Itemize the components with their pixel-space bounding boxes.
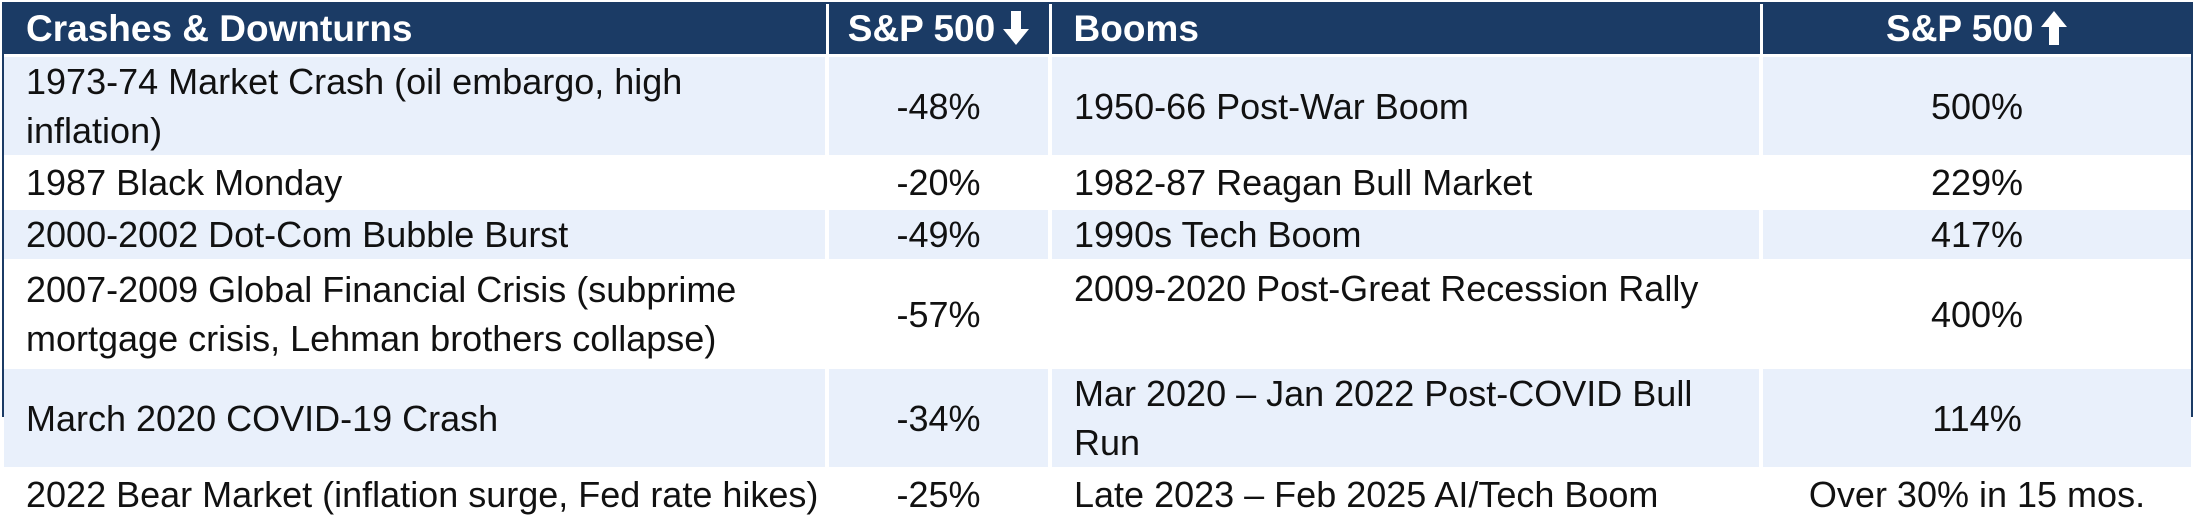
crash-event: 1973-74 Market Crash (oil embargo, high …: [4, 55, 829, 158]
crash-event: 2022 Bear Market (inflation surge, Fed r…: [4, 468, 829, 522]
boom-event: 2009-2020 Post-Great Recession Rally: [1050, 260, 1763, 369]
header-booms: Booms: [1050, 4, 1763, 57]
comparison-table-frame: Crashes & Downturns S&P 500 Booms S&P 50…: [2, 2, 2193, 522]
table-row: 1987 Black Monday -20% 1982-87 Reagan Bu…: [4, 156, 2191, 210]
boom-event: 1990s Tech Boom: [1050, 208, 1763, 262]
boom-change: Over 30% in 15 mos.: [1761, 468, 2191, 522]
arrow-down-icon: [1003, 11, 1030, 45]
crash-change: -25%: [827, 468, 1052, 522]
crash-change: -20%: [827, 156, 1052, 210]
crash-event: 2000-2002 Dot-Com Bubble Burst: [4, 208, 829, 262]
header-sp500-label-2: S&P 500: [1886, 8, 2034, 49]
table-row: March 2020 COVID-19 Crash -34% Mar 2020 …: [4, 367, 2191, 470]
header-sp500-gain: S&P 500: [1761, 4, 2191, 57]
table-row: 2000-2002 Dot-Com Bubble Burst -49% 1990…: [4, 208, 2191, 262]
table-header-row: Crashes & Downturns S&P 500 Booms S&P 50…: [4, 4, 2191, 57]
header-crashes-label: Crashes & Downturns: [26, 8, 413, 49]
header-crashes-downturns: Crashes & Downturns: [4, 4, 829, 57]
boom-event: Mar 2020 – Jan 2022 Post-COVID Bull Run: [1050, 367, 1763, 470]
boom-change: 229%: [1761, 156, 2191, 210]
header-booms-label: Booms: [1073, 8, 1199, 49]
crash-event: 2007-2009 Global Financial Crisis (subpr…: [4, 260, 829, 369]
table-row: 2007-2009 Global Financial Crisis (subpr…: [4, 260, 2191, 369]
crash-change: -48%: [827, 55, 1052, 158]
table-row: 1973-74 Market Crash (oil embargo, high …: [4, 55, 2191, 158]
table-row: 2022 Bear Market (inflation surge, Fed r…: [4, 468, 2191, 522]
crashes-booms-table: Crashes & Downturns S&P 500 Booms S&P 50…: [4, 4, 2191, 522]
boom-change: 500%: [1761, 55, 2191, 158]
boom-event: Late 2023 – Feb 2025 AI/Tech Boom: [1050, 468, 1763, 522]
header-sp500-label-1: S&P 500: [847, 8, 996, 49]
crash-change: -57%: [827, 260, 1052, 369]
boom-change: 417%: [1761, 208, 2191, 262]
crash-change: -49%: [827, 208, 1052, 262]
crash-event: March 2020 COVID-19 Crash: [4, 367, 829, 470]
boom-event: 1950-66 Post-War Boom: [1050, 55, 1763, 158]
crash-event: 1987 Black Monday: [4, 156, 829, 210]
crash-change: -34%: [827, 367, 1052, 470]
arrow-up-icon: [2041, 11, 2068, 45]
boom-change: 114%: [1761, 367, 2191, 470]
boom-change: 400%: [1761, 260, 2191, 369]
boom-event: 1982-87 Reagan Bull Market: [1050, 156, 1763, 210]
header-sp500-decline: S&P 500: [827, 4, 1052, 57]
